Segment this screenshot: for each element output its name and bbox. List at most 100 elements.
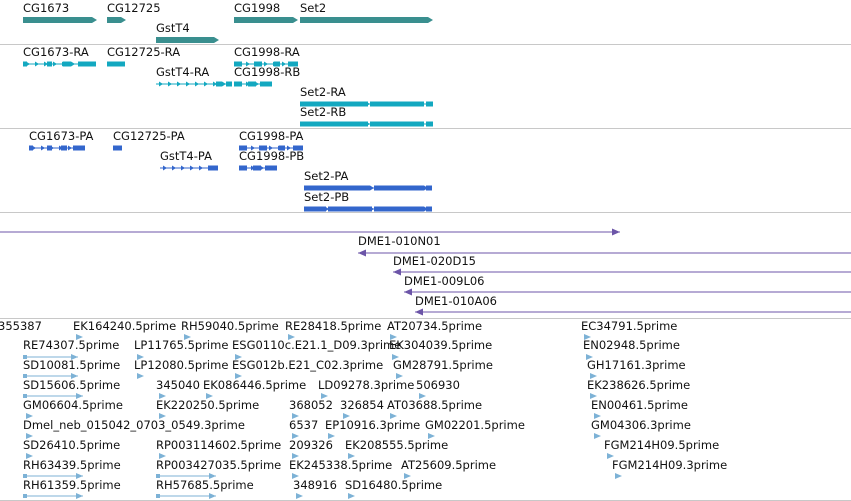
- est-rh61359-5prime[interactable]: [23, 493, 85, 499]
- protein-cg1998-pb[interactable]: [239, 164, 281, 172]
- est-ek304039-5prime[interactable]: [389, 354, 401, 360]
- protein-label-cg1998-pa: CG1998-PA: [239, 129, 304, 143]
- est-label-at03688-5prime: AT03688.5prime: [387, 398, 483, 412]
- est-label-sd16480-5prime: SD16480.5prime: [345, 478, 443, 492]
- est-re28418-5prime[interactable]: [285, 334, 297, 340]
- est-ek245338-5prime[interactable]: [289, 473, 301, 479]
- est-355387[interactable]: [0, 334, 2, 340]
- est-en02948-5prime[interactable]: [583, 354, 595, 360]
- est-345040[interactable]: [156, 393, 168, 399]
- protein-set2-pa[interactable]: [304, 184, 436, 192]
- est-209326[interactable]: [289, 453, 301, 459]
- est-label-ek245338-5prime: EK245338.5prime: [289, 458, 393, 472]
- clone-dme1-010a06[interactable]: [415, 308, 851, 316]
- est-label-6537: 6537: [289, 418, 319, 432]
- est-348916[interactable]: [293, 493, 305, 499]
- protein-label-cg1998-pb: CG1998-PB: [239, 149, 305, 163]
- clone-dme1-009l06[interactable]: [404, 288, 851, 296]
- transcript-gstt4-ra[interactable]: [156, 80, 236, 88]
- est-ec34791-5prime[interactable]: [581, 334, 593, 340]
- est-sd26410-5prime[interactable]: [23, 453, 35, 459]
- est-label-rp003427035-5prime: RP003427035.5prime: [156, 458, 282, 472]
- est-gm28791-5prime[interactable]: [393, 373, 405, 379]
- est-6537[interactable]: [289, 433, 301, 439]
- est-label-ek220250-5prime: EK220250.5prime: [156, 398, 260, 412]
- est-label-326854: 326854: [340, 398, 384, 412]
- est-label-rh57685-5prime: RH57685.5prime: [156, 478, 254, 492]
- transcript-cg12725-ra[interactable]: [107, 60, 129, 68]
- est-fgm214h09-5prime[interactable]: [604, 453, 616, 459]
- est-label-ec34791-5prime: EC34791.5prime: [581, 319, 678, 333]
- est-esg012b-e21-c02-3prime[interactable]: [232, 373, 244, 379]
- est-label-506930: 506930: [416, 378, 460, 392]
- est-label-en02948-5prime: EN02948.5prime: [583, 338, 680, 352]
- est-ld09278-3prime[interactable]: [318, 393, 330, 399]
- clone-line-top[interactable]: [0, 228, 622, 236]
- est-ek220250-5prime[interactable]: [156, 413, 168, 419]
- est-rp003427035-5prime[interactable]: [156, 473, 218, 479]
- est-sd16480-5prime[interactable]: [345, 493, 357, 499]
- est-gm02201-5prime[interactable]: [425, 433, 437, 439]
- est-re74307-5prime[interactable]: [23, 354, 80, 360]
- clone-dme1-020d15[interactable]: [393, 268, 851, 276]
- gene-label-gstt4: GstT4: [156, 21, 190, 35]
- est-at25609-5prime[interactable]: [401, 473, 413, 479]
- est-ek208555-5prime[interactable]: [345, 453, 357, 459]
- gene-gstt4[interactable]: [156, 36, 221, 44]
- transcript-cg1673-ra[interactable]: [23, 60, 100, 68]
- transcript-label-cg1673-ra: CG1673-RA: [23, 45, 89, 59]
- est-rp003114602-5prime[interactable]: [156, 453, 168, 459]
- est-lp11765-5prime[interactable]: [134, 354, 146, 360]
- protein-gstt4-pa[interactable]: [160, 164, 222, 172]
- transcript-cg1998-ra[interactable]: [234, 60, 302, 68]
- est-label-ld09278-3prime: LD09278.3prime: [318, 378, 415, 392]
- protein-set2-pb[interactable]: [304, 205, 436, 213]
- transcript-set2-rb[interactable]: [300, 120, 437, 128]
- protein-cg1673-pa[interactable]: [29, 144, 89, 152]
- gene-cg12725[interactable]: [107, 16, 128, 24]
- est-en00461-5prime[interactable]: [591, 413, 603, 419]
- est-label-345040: 345040: [156, 378, 200, 392]
- est-rh59040-5prime[interactable]: [181, 334, 193, 340]
- est-label-esg0110c-e21-1-d09-3prime: ESG0110c.E21.1_D09.3prime: [232, 338, 402, 352]
- est-esg0110c-e21-1-d09-3prime[interactable]: [232, 354, 244, 360]
- est-gm04306-3prime[interactable]: [591, 433, 603, 439]
- est-sd15606-5prime[interactable]: [23, 393, 85, 399]
- est-fgm214h09-3prime[interactable]: [612, 473, 624, 479]
- est-ek238626-5prime[interactable]: [587, 393, 599, 399]
- est-label-ep10916-3prime: EP10916.3prime: [325, 418, 421, 432]
- est-368052[interactable]: [289, 413, 301, 419]
- est-label-at25609-5prime: AT25609.5prime: [401, 458, 497, 472]
- est-lp12080-5prime[interactable]: [134, 373, 146, 379]
- est-326854[interactable]: [340, 413, 352, 419]
- gene-cg1673[interactable]: [23, 16, 99, 24]
- est-ek164240-5prime[interactable]: [73, 334, 85, 340]
- est-label-sd10081-5prime: SD10081.5prime: [23, 358, 121, 372]
- est-506930[interactable]: [416, 393, 428, 399]
- est-ek086446-5prime[interactable]: [203, 393, 215, 399]
- track-divider-genes: [0, 44, 851, 45]
- est-at20734-5prime[interactable]: [387, 334, 399, 340]
- est-label-re74307-5prime: RE74307.5prime: [23, 338, 120, 352]
- transcript-cg1998-rb[interactable]: [234, 80, 276, 88]
- est-ep10916-3prime[interactable]: [325, 433, 337, 439]
- est-rh63439-5prime[interactable]: [23, 473, 85, 479]
- est-sd10081-5prime[interactable]: [23, 373, 80, 379]
- est-label-lp11765-5prime: LP11765.5prime: [134, 338, 229, 352]
- protein-cg12725-pa[interactable]: [113, 144, 126, 152]
- est-label-fgm214h09-3prime: FGM214H09.3prime: [612, 458, 728, 472]
- gene-set2[interactable]: [300, 16, 435, 24]
- track-divider-proteins: [0, 212, 851, 213]
- est-at03688-5prime[interactable]: [387, 413, 399, 419]
- transcript-set2-ra[interactable]: [300, 100, 437, 108]
- clone-dme1-010n01[interactable]: [358, 249, 851, 257]
- gene-label-cg1673: CG1673: [23, 1, 70, 15]
- est-gh17161-3prime[interactable]: [587, 373, 599, 379]
- est-rh57685-5prime[interactable]: [156, 493, 218, 499]
- transcript-label-gstt4-ra: GstT4-RA: [156, 65, 210, 79]
- clone-label-dme1-010a06: DME1-010A06: [415, 294, 497, 308]
- est-gm06604-5prime[interactable]: [23, 413, 35, 419]
- protein-cg1998-pa[interactable]: [239, 144, 307, 152]
- gene-cg1998[interactable]: [234, 16, 300, 24]
- est-dmel-neb-015042-0703-0549-3prime[interactable]: [23, 433, 35, 439]
